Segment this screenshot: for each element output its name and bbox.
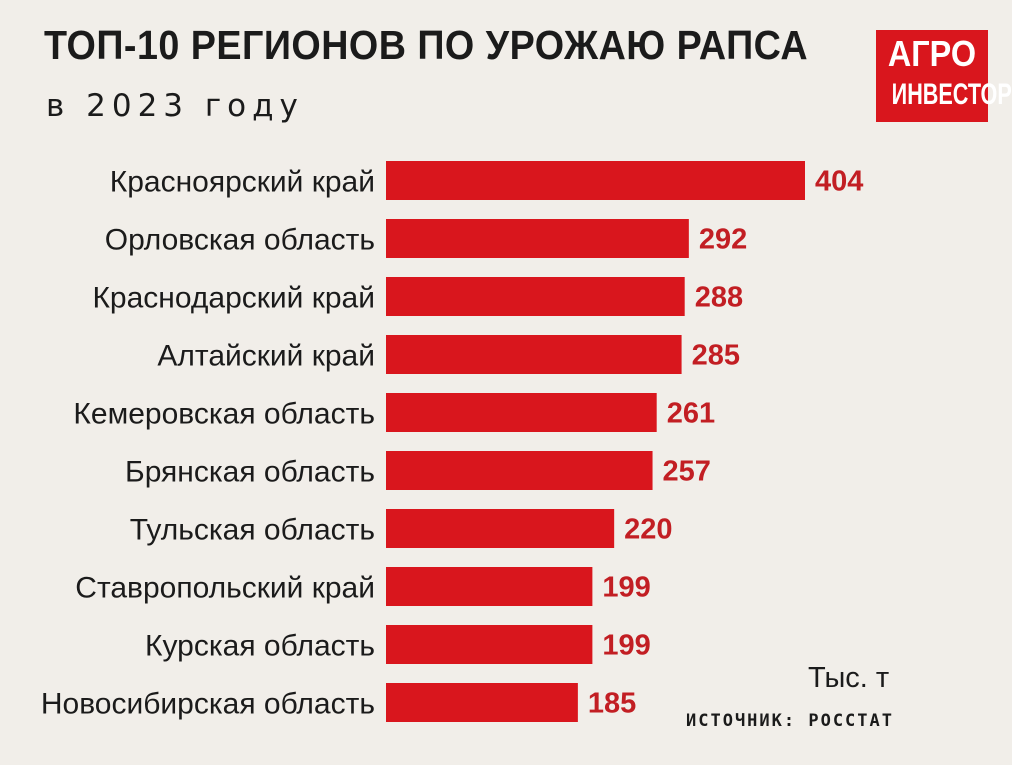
value-label: 292 <box>699 224 747 256</box>
bar <box>386 567 593 606</box>
bar <box>386 393 657 432</box>
category-label: Краснодарский край <box>92 282 375 315</box>
value-label: 185 <box>588 688 636 720</box>
value-label: 288 <box>695 282 743 314</box>
category-label: Брянская область <box>125 456 375 489</box>
value-label: 220 <box>624 514 672 546</box>
brand-logo: АГРО ИНВЕСТОР <box>876 30 1012 122</box>
value-label: 257 <box>663 456 711 488</box>
category-label: Новосибирская область <box>41 688 375 721</box>
bar <box>386 451 653 490</box>
value-label: 404 <box>815 166 863 198</box>
category-label: Ставропольский край <box>75 572 375 605</box>
bar <box>386 277 685 316</box>
bar <box>386 219 689 258</box>
category-label: Алтайский край <box>157 340 375 373</box>
unit-label: Тыс. т <box>808 662 890 694</box>
category-label: Красноярский край <box>110 166 375 199</box>
bar <box>386 683 578 722</box>
value-label: 199 <box>602 630 650 662</box>
chart-title: ТОП-10 РЕГИОНОВ ПО УРОЖАЮ РАПСА <box>44 22 809 68</box>
bar <box>386 509 615 548</box>
value-label: 261 <box>667 398 715 430</box>
category-label: Кемеровская область <box>73 398 375 431</box>
bar <box>386 161 805 200</box>
bar <box>386 625 593 664</box>
category-label: Тульская область <box>130 514 375 547</box>
value-label: 285 <box>692 340 740 372</box>
source-note: ИСТОЧНИК: РОССТАТ <box>686 711 894 731</box>
bar <box>386 335 682 374</box>
logo-line-1: АГРО <box>887 33 977 74</box>
value-label: 199 <box>602 572 650 604</box>
chart-subtitle: в 2023 году <box>46 88 304 124</box>
category-label: Орловская область <box>105 224 375 257</box>
category-label: Курская область <box>145 630 375 663</box>
